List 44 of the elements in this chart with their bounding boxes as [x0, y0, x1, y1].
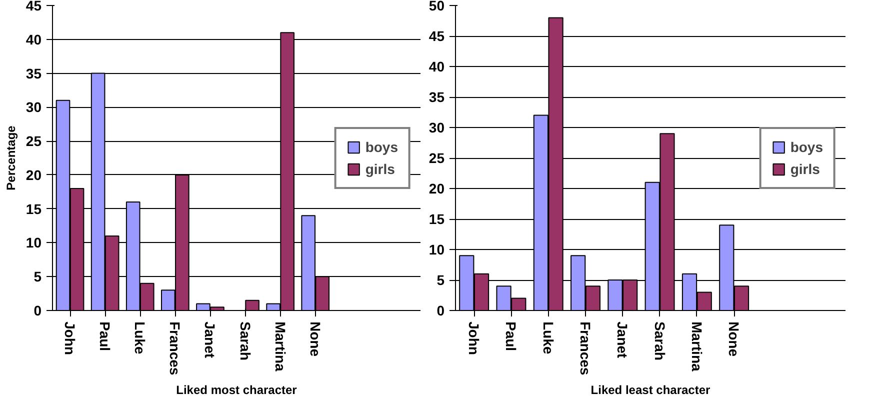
y-tick-label: 20	[26, 166, 42, 183]
y-tick-label: 0	[436, 302, 445, 318]
x-tick-label: Janet	[202, 322, 218, 358]
x-tick-label: John	[62, 322, 78, 355]
y-tick-label: 10	[26, 234, 42, 251]
x-tick-label: None	[307, 322, 324, 357]
x-tick-label: Sarah	[652, 322, 668, 360]
y-tick-label: 25	[26, 133, 42, 150]
legend-label: boys	[365, 138, 398, 154]
x-tick-label: Martina	[272, 322, 288, 372]
y-tick-label: 35	[428, 89, 445, 105]
y-axis-title: Percentage	[4, 125, 18, 190]
y-tick-label: 25	[428, 150, 445, 166]
y-tick-label: 40	[428, 58, 445, 74]
y-tick-label: 30	[428, 120, 445, 136]
y-tick-label: 30	[26, 99, 42, 116]
y-tick-label: 0	[34, 302, 42, 318]
x-tick-label: None	[726, 322, 742, 357]
x-tick-label: Martina	[688, 322, 705, 372]
x-tick-label: Frances	[578, 322, 594, 376]
x-tick-label: Luke	[540, 322, 556, 354]
y-tick-label: 15	[428, 211, 445, 227]
y-tick-label: 45	[428, 28, 445, 44]
y-tick-label: 35	[26, 65, 42, 82]
y-tick-label: 5	[436, 272, 445, 288]
x-tick-label: John	[466, 322, 482, 355]
x-axis-title: Liked most character	[176, 383, 298, 398]
x-tick-label: Luke	[132, 322, 148, 354]
y-tick-label: 15	[26, 200, 42, 217]
y-tick-label: 40	[26, 31, 42, 48]
x-tick-label: Sarah	[237, 322, 254, 360]
y-tick-label: 20	[428, 180, 445, 196]
x-tick-label: Paul	[503, 322, 520, 352]
x-axis-title: Liked least character	[590, 383, 711, 398]
x-tick-label: Janet	[614, 322, 631, 358]
legend-label: girls	[365, 160, 395, 176]
y-tick-label: 50	[428, 0, 445, 14]
x-tick-label: Frances	[167, 322, 184, 376]
legend-label: girls	[790, 160, 820, 176]
y-tick-label: 10	[428, 242, 445, 258]
x-tick-label: Paul	[97, 322, 114, 352]
y-tick-label: 5	[34, 268, 42, 285]
legend-label: boys	[790, 138, 823, 154]
y-tick-label: 45	[26, 0, 42, 14]
